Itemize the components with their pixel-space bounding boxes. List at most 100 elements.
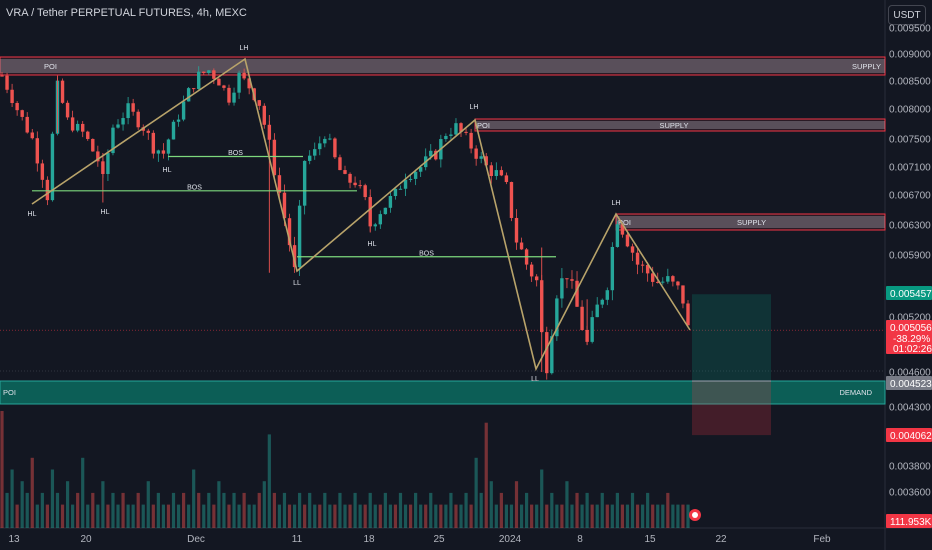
volume-bar — [308, 492, 312, 528]
volume-bar — [570, 504, 574, 528]
candle-body — [484, 156, 488, 166]
candle-body — [343, 170, 347, 174]
price-tag — [886, 376, 932, 390]
volume-bar — [671, 504, 675, 528]
volume-bar — [444, 504, 448, 528]
price-tag — [886, 320, 932, 354]
price-axis: 0.009500 0.009000 0.008500 0.008000 0.007500… — [889, 24, 931, 499]
candle-body — [413, 171, 418, 179]
volume-bar — [590, 504, 594, 528]
candle-body — [45, 179, 50, 201]
price-tick-label: 0.003600 — [889, 488, 931, 499]
volume-bar — [686, 504, 690, 528]
price-tick-label: 0.005200 — [889, 313, 931, 324]
currency-button[interactable]: USDT — [888, 5, 926, 25]
candle-body — [161, 150, 166, 154]
candle-body — [328, 138, 332, 140]
candle-body — [65, 102, 70, 118]
candle-body — [302, 160, 307, 206]
price-tick-label: 0.008000 — [889, 105, 931, 116]
volume-bar — [388, 504, 392, 528]
volume-bar — [524, 492, 529, 528]
volume-bar — [333, 504, 337, 528]
time-tick-label: 25 — [433, 534, 445, 545]
volume-bar — [328, 504, 332, 528]
candle-body — [277, 175, 282, 193]
volume-bar — [192, 469, 196, 528]
price-tag-value: 111.953K — [890, 517, 932, 528]
price-tick-label: 0.003800 — [889, 462, 931, 473]
volume-bar — [373, 504, 377, 528]
volume-bar — [504, 504, 509, 528]
time-tick-label: 18 — [363, 534, 375, 545]
candle-body — [60, 80, 65, 103]
volume-bar — [368, 492, 372, 528]
volume-bar — [641, 504, 645, 528]
volume-bar — [35, 504, 39, 528]
volume-bar — [181, 492, 186, 528]
price-tag-value: 0.005056 — [890, 323, 932, 334]
volume-bar — [635, 504, 640, 528]
supply-zone — [615, 213, 886, 231]
volume-bar — [323, 492, 327, 528]
candle-body — [136, 111, 140, 128]
candle-body — [640, 264, 645, 266]
volume-bar — [318, 504, 322, 528]
price-tick-label: 0.009000 — [889, 50, 931, 61]
candle-body — [444, 135, 448, 140]
candle-body — [580, 306, 584, 331]
volume-bar — [262, 481, 266, 528]
volume-bar — [121, 492, 125, 528]
candle-body — [35, 138, 40, 164]
candle-body — [323, 138, 327, 144]
volume-bar — [474, 457, 478, 528]
candle-body — [30, 132, 34, 139]
volume-bar — [45, 504, 49, 528]
volume-bar — [303, 504, 307, 528]
volume-bar — [519, 504, 524, 528]
candle-body — [645, 264, 650, 274]
candle-body — [681, 285, 685, 304]
zigzag-line — [31, 57, 691, 372]
candle-body — [10, 89, 14, 103]
price-tag-value: 0.004062 — [890, 431, 932, 442]
volume-bar — [0, 411, 4, 528]
volume-bar — [217, 481, 221, 528]
volume-bar — [424, 504, 428, 528]
volume-bar — [232, 492, 236, 528]
candle-body — [615, 224, 620, 247]
candle-body — [20, 110, 24, 117]
price-tag — [886, 428, 932, 442]
volume-bar — [30, 457, 34, 528]
candle-body — [418, 167, 423, 172]
candle-body — [318, 143, 322, 150]
demand-zone-label: DEMAND — [839, 388, 872, 397]
candle-body — [459, 123, 463, 132]
candle-body — [313, 149, 317, 156]
candle-body — [378, 214, 383, 225]
candle-body — [363, 185, 367, 198]
volume-bar — [111, 492, 115, 528]
candle-body — [151, 132, 156, 154]
volume-bar — [535, 504, 539, 528]
candle-body — [176, 119, 181, 122]
volume-bar — [65, 481, 70, 528]
volume-bar — [540, 469, 544, 528]
candle-body — [232, 92, 236, 103]
candle-body — [222, 85, 226, 88]
candle-body — [600, 299, 604, 305]
candle-body — [509, 182, 514, 218]
volume-bar — [116, 504, 120, 528]
supply-zone — [0, 56, 886, 76]
candle-body — [262, 105, 266, 125]
candle-body — [353, 182, 357, 186]
volume-bar — [207, 492, 211, 528]
volume-bar — [469, 504, 473, 528]
swing-label: HL — [163, 167, 172, 174]
candle-body — [656, 281, 660, 283]
candle-body — [50, 133, 55, 201]
price-tick-label: 0.009500 — [889, 24, 931, 35]
supply-zone-poi-label: POI — [618, 218, 631, 227]
